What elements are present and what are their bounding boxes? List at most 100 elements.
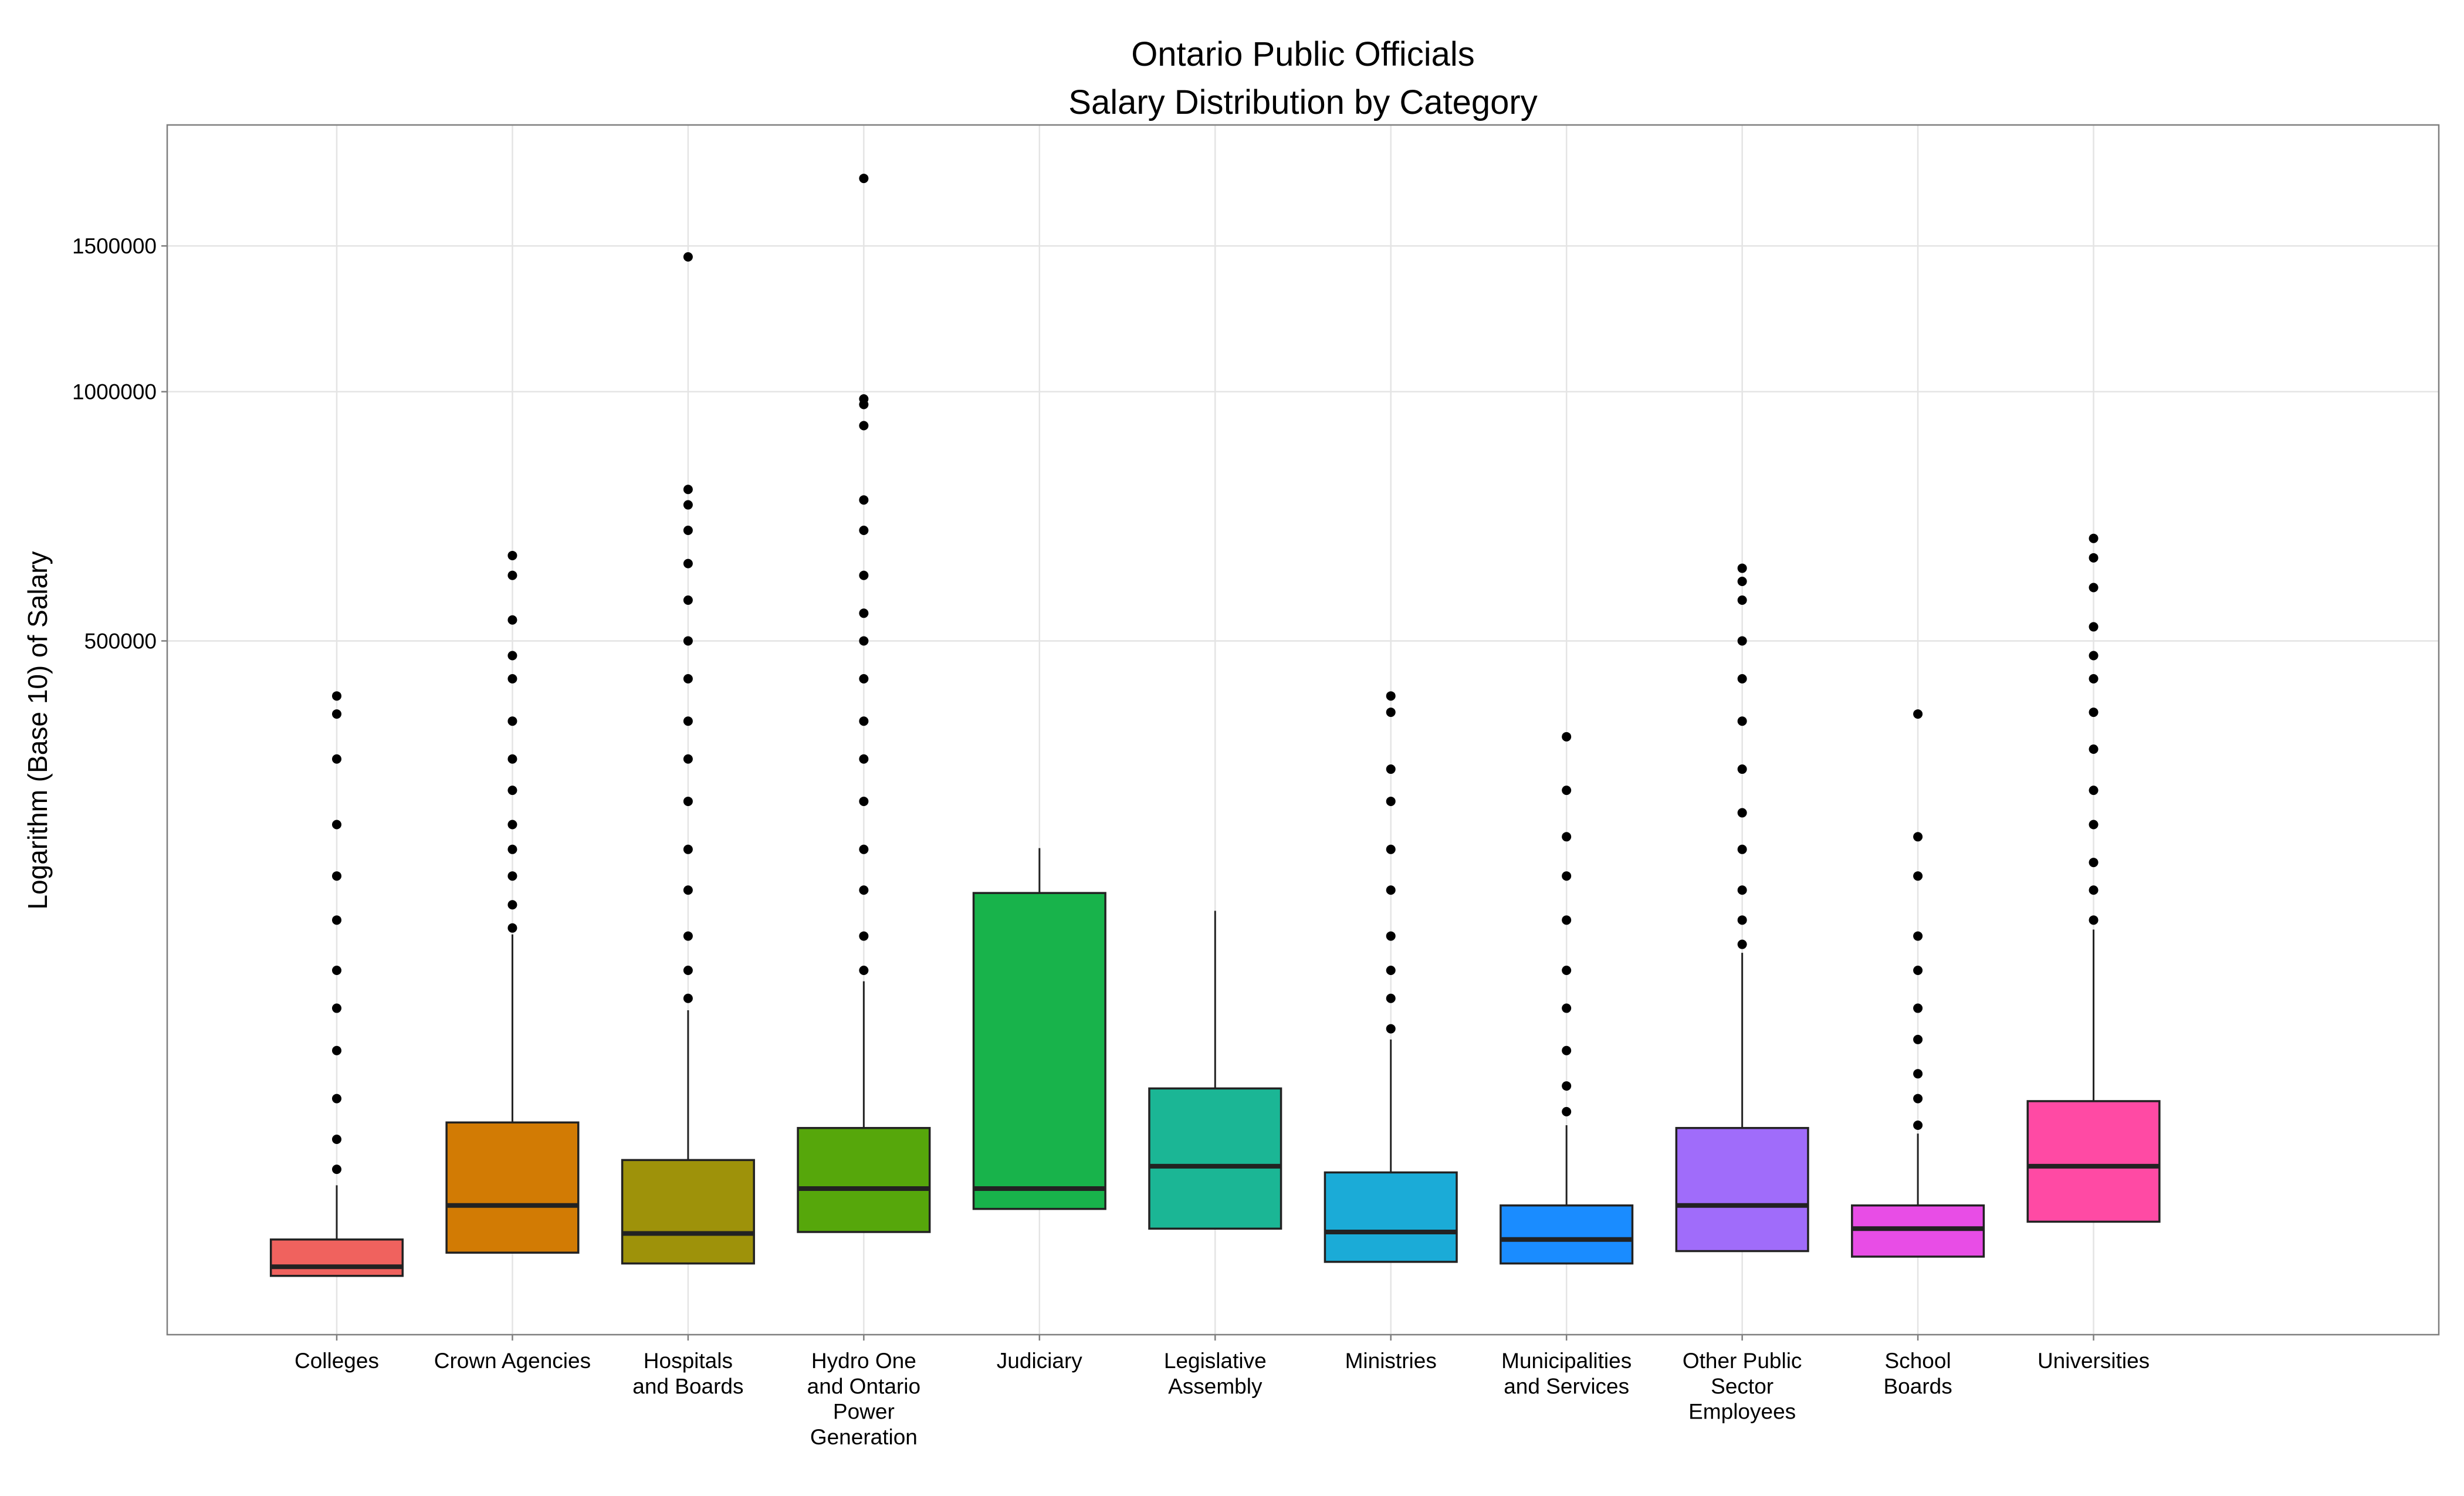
outlier [859, 608, 869, 618]
box [269, 1238, 404, 1277]
outlier [2089, 553, 2099, 563]
outlier [1562, 1106, 1572, 1116]
outlier [1386, 993, 1396, 1003]
outlier [1562, 832, 1572, 842]
outlier [683, 485, 693, 495]
outlier [683, 636, 693, 646]
outlier [859, 796, 869, 806]
outlier [683, 559, 693, 568]
outlier [507, 786, 517, 796]
outlier [507, 716, 517, 726]
outlier [1737, 764, 1747, 774]
outlier [1737, 716, 1747, 726]
outlier [2089, 708, 2099, 717]
outlier [2089, 622, 2099, 632]
x-tick-label: Universities [2037, 1349, 2150, 1373]
outlier [1737, 939, 1747, 949]
outlier [2089, 915, 2099, 925]
outlier [331, 1045, 341, 1055]
y-axis-title: Logarithm (Base 10) of Salary [22, 551, 53, 909]
y-tick-label: 1000000 [72, 380, 157, 404]
x-tick-label: Legislative Assembly [1164, 1349, 1267, 1398]
outlier [683, 885, 693, 895]
outlier [507, 820, 517, 830]
outlier [683, 674, 693, 684]
outlier [1386, 691, 1396, 701]
outlier [1737, 674, 1747, 684]
outlier [331, 691, 341, 701]
outlier [1386, 796, 1396, 806]
outlier [1737, 577, 1747, 587]
x-tick-label: Colleges [295, 1349, 379, 1373]
x-tick-label: School Boards [1883, 1349, 1952, 1398]
outlier [683, 844, 693, 854]
outlier [1386, 965, 1396, 975]
outlier [2089, 885, 2099, 895]
chart-title: Ontario Public Officials [1131, 35, 1475, 73]
outlier [331, 871, 341, 881]
outlier [1913, 965, 1923, 975]
x-tick-label: Judiciary [997, 1349, 1082, 1373]
box [1324, 1171, 1458, 1263]
y-tick-label: 500000 [84, 629, 157, 653]
outlier [507, 900, 517, 910]
x-tick-label: Other Public Sector Employees [1683, 1349, 1802, 1424]
box [1675, 1126, 1809, 1253]
outlier [859, 965, 869, 975]
outlier [1737, 915, 1747, 925]
outlier [683, 796, 693, 806]
outlier [1913, 1094, 1923, 1104]
outlier [507, 674, 517, 684]
outlier [683, 965, 693, 975]
outlier [331, 915, 341, 925]
box [1148, 1087, 1282, 1230]
outlier [331, 1003, 341, 1013]
box [1851, 1204, 1985, 1258]
outlier [507, 923, 517, 933]
outlier [1913, 709, 1923, 719]
outlier [507, 570, 517, 580]
y-tick-label: 1500000 [72, 234, 157, 258]
outlier [1913, 832, 1923, 842]
outlier [683, 931, 693, 941]
outlier [1562, 915, 1572, 925]
box [797, 1126, 931, 1233]
outlier [683, 993, 693, 1003]
outlier [859, 421, 869, 431]
outlier [1913, 1069, 1923, 1079]
outlier [2089, 744, 2099, 754]
outlier [2089, 820, 2099, 830]
chart-subtitle: Salary Distribution by Category [1068, 83, 1537, 121]
outlier [683, 754, 693, 764]
outlier [859, 570, 869, 580]
outlier [859, 636, 869, 646]
outlier [1737, 808, 1747, 818]
outlier [859, 844, 869, 854]
outlier [1386, 885, 1396, 895]
outlier [331, 754, 341, 764]
box [972, 892, 1106, 1210]
outlier [331, 1094, 341, 1104]
outlier [2089, 583, 2099, 593]
outlier [1386, 931, 1396, 941]
outlier [859, 716, 869, 726]
outlier [1386, 844, 1396, 854]
outlier [859, 754, 869, 764]
x-tick-label: Municipalities and Services [1501, 1349, 1632, 1398]
outlier [507, 844, 517, 854]
outlier [331, 1135, 341, 1145]
outlier [331, 709, 341, 719]
x-tick-label: Ministries [1345, 1349, 1437, 1373]
outlier [1737, 844, 1747, 854]
outlier [507, 550, 517, 560]
outlier [1562, 786, 1572, 796]
outlier [1562, 1003, 1572, 1013]
outlier [1737, 885, 1747, 895]
outlier [2089, 533, 2099, 543]
x-tick-label: Crown Agencies [434, 1349, 591, 1373]
outlier [331, 1165, 341, 1175]
outlier [2089, 674, 2099, 684]
outlier [683, 526, 693, 536]
outlier [507, 871, 517, 881]
